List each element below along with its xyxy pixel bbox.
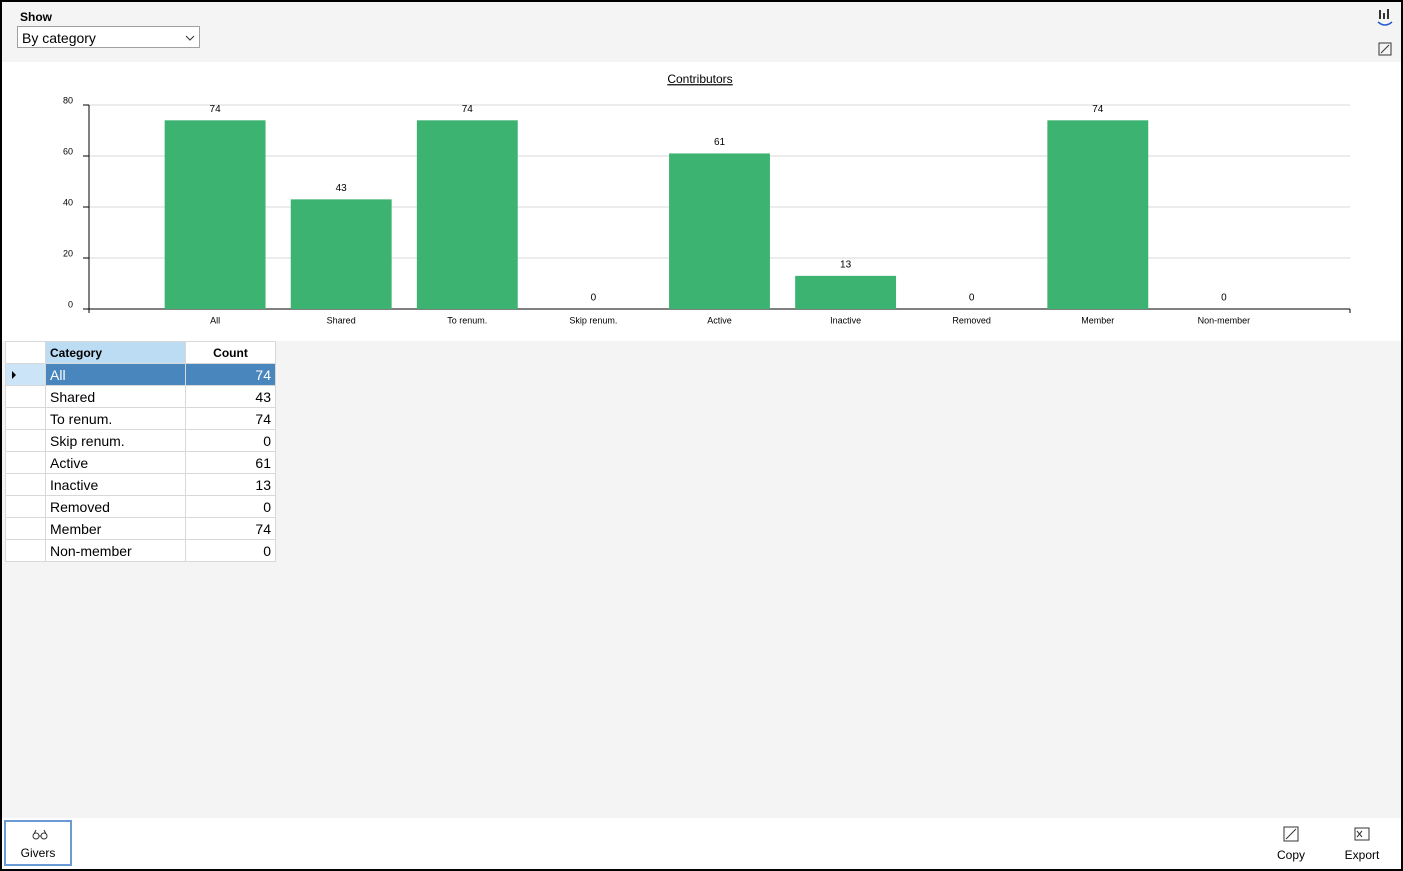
category-cell: Non-member: [45, 539, 186, 562]
count-cell: 61: [185, 451, 276, 474]
category-cell: Skip renum.: [45, 429, 186, 452]
grid-row[interactable]: Shared 43: [5, 385, 276, 408]
bar: [1047, 120, 1149, 309]
x-tick-label: Inactive: [830, 315, 861, 325]
category-cell: Inactive: [45, 473, 186, 496]
bar: [669, 153, 770, 309]
row-header: [5, 385, 46, 408]
count-cell: 0: [185, 539, 276, 562]
glasses-icon: [32, 829, 48, 840]
data-label: 0: [1221, 293, 1227, 304]
row-header: [5, 473, 46, 496]
grid-row[interactable]: Skip renum. 0: [5, 429, 276, 452]
count-cell: 13: [185, 473, 276, 496]
y-tick-label: 20: [63, 248, 73, 258]
bar: [290, 199, 392, 309]
y-tick-label: 40: [63, 197, 73, 207]
chart-copy-icon[interactable]: [1376, 40, 1394, 58]
grid-row[interactable]: Removed 0: [5, 495, 276, 518]
count-cell: 74: [185, 517, 276, 540]
bar: [795, 275, 897, 309]
x-tick-label: Non-member: [1198, 315, 1251, 325]
givers-button[interactable]: Givers: [4, 820, 72, 866]
data-label: 74: [1092, 104, 1104, 115]
data-label: 0: [591, 293, 597, 304]
x-tick-label: Skip renum.: [569, 315, 617, 325]
category-cell: All: [45, 363, 186, 386]
x-tick-label: Removed: [952, 315, 991, 325]
count-cell: 0: [185, 495, 276, 518]
button-label: Copy: [1276, 848, 1305, 862]
count-cell: 74: [185, 363, 276, 386]
chart: Contributors 0 20 40 60 80 All 74 Shared 43 To re…: [2, 62, 1401, 341]
row-header-corner: [5, 341, 46, 364]
count-cell: 0: [185, 429, 276, 452]
chevron: [185, 35, 195, 41]
x-tick-label: To renum.: [447, 315, 487, 325]
bar: [164, 120, 266, 309]
column-header[interactable]: Count: [185, 341, 276, 364]
chart-toggle-icon[interactable]: [1376, 8, 1394, 30]
category-cell: To renum.: [45, 407, 186, 430]
data-label: 0: [969, 293, 975, 304]
data-label: 43: [336, 183, 348, 194]
row-header: [5, 517, 46, 540]
copy-button[interactable]: Copy: [1257, 820, 1325, 866]
grid-row[interactable]: Active 61: [5, 451, 276, 474]
grid-row[interactable]: Member 74: [5, 517, 276, 540]
export-button[interactable]: Export: [1328, 820, 1396, 866]
data-label: 74: [210, 104, 222, 115]
category-cell: Active: [45, 451, 186, 474]
grid-row[interactable]: To renum. 74: [5, 407, 276, 430]
toolbar: Givers Copy Export: [2, 818, 1401, 869]
data-grid: Category Count All 74 Shared 43 To renum. 74 S…: [5, 341, 276, 562]
y-tick-label: 60: [63, 146, 73, 156]
category-cell: Shared: [45, 385, 186, 408]
row-header: [5, 363, 46, 386]
data-label: 61: [714, 137, 726, 148]
x-tick-label: Member: [1081, 315, 1114, 325]
excel-icon: [1354, 827, 1370, 841]
count-cell: 74: [185, 407, 276, 430]
data-label: 13: [840, 259, 852, 270]
button-label: Givers: [20, 846, 56, 860]
grid-row[interactable]: Non-member 0: [5, 539, 276, 562]
copy-icon: [1283, 826, 1299, 842]
data-label: 74: [462, 104, 474, 115]
row-header: [5, 429, 46, 452]
bar: [416, 120, 518, 309]
row-header: [5, 407, 46, 430]
row-header: [5, 539, 46, 562]
count-cell: 43: [185, 385, 276, 408]
button-label: Export: [1344, 848, 1380, 862]
y-tick-label: 0: [68, 299, 73, 309]
grid-row[interactable]: Inactive 13: [5, 473, 276, 496]
row-pointer: [12, 370, 16, 379]
dropdown-value: By category: [22, 30, 96, 46]
category-cell: Removed: [45, 495, 186, 518]
column-header[interactable]: Category: [45, 341, 186, 364]
chart-title: Contributors: [667, 72, 732, 86]
y-tick-label: 80: [63, 95, 73, 105]
row-header: [5, 451, 46, 474]
x-tick-label: Shared: [327, 315, 356, 325]
row-header: [5, 495, 46, 518]
show-label: Show: [20, 10, 52, 24]
x-tick-label: Active: [707, 315, 732, 325]
show-dropdown[interactable]: By category: [17, 26, 200, 48]
grid-row[interactable]: All 74: [5, 363, 276, 386]
x-tick-label: All: [210, 315, 220, 325]
category-cell: Member: [45, 517, 186, 540]
